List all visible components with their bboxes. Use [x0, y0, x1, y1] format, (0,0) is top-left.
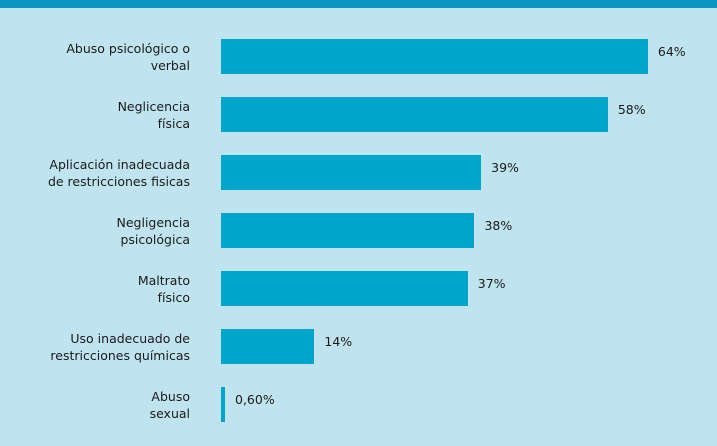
category-label: Maltrato físico	[137, 272, 190, 305]
top-band	[0, 0, 717, 8]
bar	[221, 271, 468, 306]
value-label: 0,60%	[235, 392, 275, 407]
category-label: Abuso sexual	[149, 388, 190, 421]
bar	[221, 39, 648, 74]
value-label: 58%	[617, 102, 646, 117]
bar	[221, 213, 475, 248]
bar	[221, 155, 482, 190]
bar	[221, 387, 225, 422]
category-label: Aplicación inadecuada de restricciones f…	[47, 156, 190, 189]
value-label: 64%	[657, 44, 686, 59]
value-label: 37%	[477, 276, 506, 291]
category-label: Negligencia psicológica	[116, 214, 190, 247]
bar	[221, 97, 608, 132]
value-label: 39%	[491, 160, 519, 175]
value-label: 14%	[324, 334, 353, 349]
category-label: Neglicencia física	[117, 98, 190, 131]
category-label: Abuso psicológico o verbal	[66, 40, 190, 73]
category-label: Uso inadecuado de restricciones químicas	[50, 330, 190, 363]
bar	[221, 329, 315, 364]
value-label: 38%	[484, 218, 513, 233]
